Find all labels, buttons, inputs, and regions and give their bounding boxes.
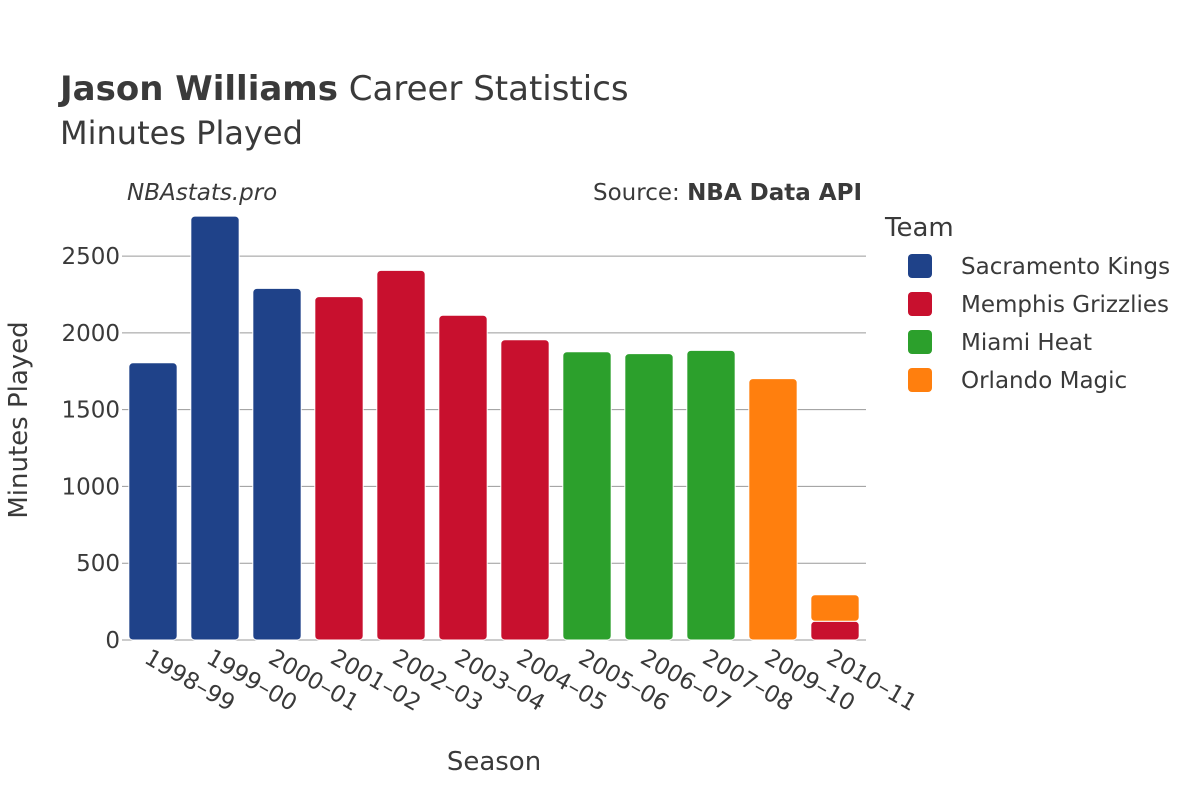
bars (128, 215, 860, 641)
bar-miami-heat-2006–07 (624, 353, 674, 641)
bar-sacramento-kings-1999–00 (190, 215, 240, 641)
x-axis-label: Season (447, 747, 541, 777)
legend-swatch-miami-heat (908, 330, 932, 354)
title-bold: Jason Williams (58, 69, 338, 109)
legend-title: Team (884, 213, 954, 243)
y-axis-label: Minutes Played (4, 321, 34, 518)
source-label: Source: (593, 180, 687, 206)
legend-label-orlando-magic: Orlando Magic (961, 368, 1127, 394)
source-value: NBA Data API (687, 180, 862, 206)
bar-sacramento-kings-1998–99 (128, 362, 178, 641)
y-tick-1000: 1000 (61, 474, 120, 500)
bar-memphis-grizzlies-2010–11 (810, 620, 860, 641)
source-note: Source: NBA Data API (593, 180, 862, 206)
bar-memphis-grizzlies-2001–02 (314, 296, 364, 641)
legend-label-miami-heat: Miami Heat (961, 330, 1092, 356)
legend-swatch-orlando-magic (908, 368, 932, 392)
x-tick-labels: 1998–991999–002000–012001–022002–032003–… (140, 645, 921, 717)
bar-orlando-magic-2009–10 (748, 378, 798, 641)
svg-text:Jason Williams Career Statisti: Jason Williams Career Statistics (58, 69, 629, 109)
chart-title: Jason Williams Career Statistics Minutes… (58, 69, 629, 152)
y-tick-0: 0 (105, 628, 120, 654)
legend-swatch-sacramento-kings (908, 254, 932, 278)
legend-label-sacramento-kings: Sacramento Kings (961, 254, 1170, 280)
y-tick-2500: 2500 (61, 244, 120, 270)
y-tick-labels: 0 500 1000 1500 2000 2500 (61, 244, 120, 654)
legend-label-memphis-grizzlies: Memphis Grizzlies (961, 292, 1169, 318)
y-tick-1500: 1500 (61, 398, 120, 424)
chart-subtitle: Minutes Played (60, 114, 303, 152)
bar-sacramento-kings-2000–01 (252, 287, 302, 641)
legend-swatch-memphis-grizzlies (908, 292, 932, 316)
bar-miami-heat-2007–08 (686, 349, 736, 641)
bar-memphis-grizzlies-2002–03 (376, 269, 426, 641)
y-tick-2000: 2000 (61, 321, 120, 347)
title-rest: Career Statistics (338, 69, 629, 109)
bar-orlando-magic-2010–11 (810, 594, 860, 622)
bar-memphis-grizzlies-2004–05 (500, 339, 550, 641)
legend: Team Sacramento Kings Memphis Grizzlies Mi… (884, 213, 1170, 394)
bar-miami-heat-2005–06 (562, 351, 612, 641)
grid-lines (122, 255, 866, 641)
y-tick-500: 500 (76, 551, 120, 577)
watermark: NBAstats.pro (127, 180, 277, 206)
bar-memphis-grizzlies-2003–04 (438, 314, 488, 641)
